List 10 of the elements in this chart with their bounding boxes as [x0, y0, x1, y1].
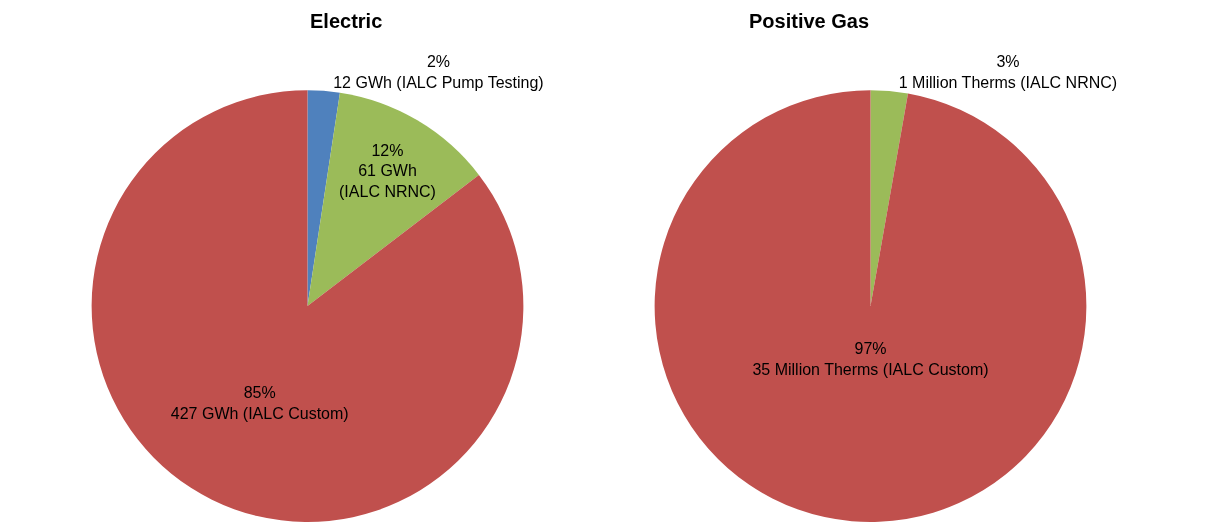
data-label: 97% 35 Million Therms (IALC Custom)	[752, 340, 989, 379]
pie-slice	[654, 90, 1087, 522]
pie-slice	[91, 90, 524, 522]
data-label: 85% 427 GWh (IALC Custom)	[170, 384, 349, 422]
data-label: 12% 61 GWh (IALC NRNC)	[339, 141, 436, 201]
pie-slice	[307, 92, 479, 307]
chart-title: Electric	[310, 10, 383, 32]
chart-title: Positive Gas	[749, 10, 870, 32]
data-label: 3% 1 Million Therms (IALC NRNC)	[898, 53, 1118, 92]
data-label: 2% 12 GWh (IALC Pump Testing)	[333, 53, 544, 91]
